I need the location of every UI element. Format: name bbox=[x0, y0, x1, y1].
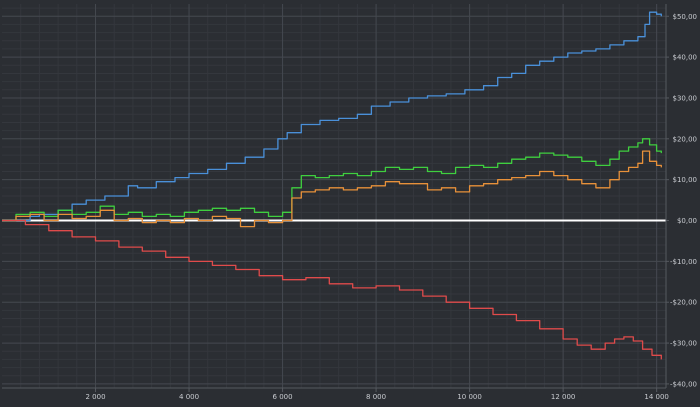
y-tick-label: $10,00 bbox=[673, 176, 698, 184]
series-line-2 bbox=[2, 138, 662, 222]
y-tick-label: $20,00 bbox=[673, 135, 698, 143]
y-axis: $50,00 $40,00 $30,00 $20,00 $10,00 $0,00 -$10,… bbox=[665, 4, 698, 388]
series-lines bbox=[2, 11, 662, 360]
y-tick-label: -$20,00 bbox=[670, 299, 697, 307]
y-tick-label: -$10,00 bbox=[670, 258, 697, 266]
x-tick-label: 8 000 bbox=[366, 393, 386, 401]
x-tick-label: 12 000 bbox=[551, 393, 576, 401]
x-tick-label: 10 000 bbox=[457, 393, 482, 401]
x-tick-label: 14 000 bbox=[644, 393, 669, 401]
x-tick-label: 4 000 bbox=[179, 393, 199, 401]
x-axis: 2 000 4 000 6 000 8 000 10 000 12 000 14 000 bbox=[2, 387, 669, 401]
series-line-4 bbox=[2, 219, 662, 360]
y-tick-label: -$40,00 bbox=[670, 380, 697, 388]
y-tick-label: $40,00 bbox=[673, 54, 698, 62]
series-line-1 bbox=[2, 11, 662, 222]
x-tick-label: 6 000 bbox=[273, 393, 293, 401]
y-tick-label: $0,00 bbox=[677, 217, 697, 225]
series-line-3 bbox=[2, 150, 662, 228]
y-tick-label: -$30,00 bbox=[670, 340, 697, 348]
y-tick-label: $50,00 bbox=[673, 13, 698, 21]
x-tick-label: 2 000 bbox=[85, 393, 105, 401]
y-tick-label: $30,00 bbox=[673, 94, 698, 102]
major-gridlines bbox=[2, 4, 666, 388]
